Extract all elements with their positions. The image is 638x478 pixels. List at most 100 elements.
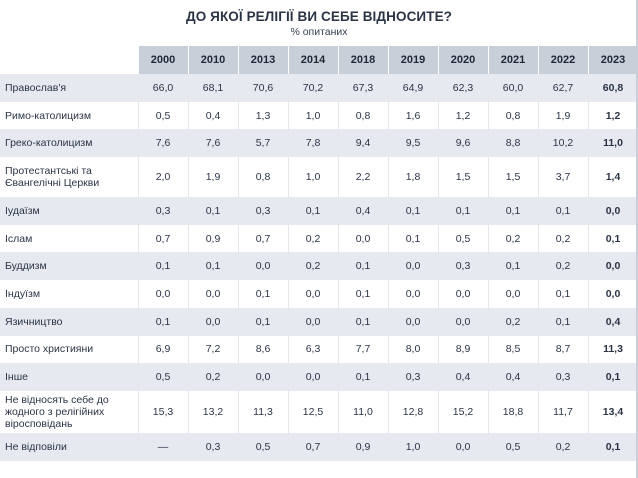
value-cell: 1,3	[238, 101, 289, 130]
value-cell: 9,5	[388, 129, 439, 158]
value-cell: 0,3	[538, 363, 589, 391]
value-cell: 0,3	[188, 432, 239, 461]
row-label: Язичництво	[0, 307, 139, 336]
table-row: Греко-католицизм 7,6 7,6 5,7 7,8 9,4 9,5 9,6 8,8…	[0, 129, 638, 158]
value-cell: 0,5	[138, 101, 189, 130]
year-header: 2010	[188, 46, 239, 74]
value-cell: 7,6	[138, 129, 189, 158]
value-cell: 1,4	[588, 157, 638, 198]
value-cell: 0,3	[438, 252, 489, 281]
value-cell: 64,9	[388, 74, 439, 102]
row-label: Протестантські та Євангелічні Церкви	[0, 157, 139, 198]
row-label: Інше	[0, 363, 139, 391]
row-label: Просто християни	[0, 335, 139, 364]
value-cell: 0,8	[238, 157, 289, 198]
value-cell: 0,8	[488, 101, 539, 130]
religion-survey-table: 2000 2010 2013 2014 2018 2019 2020 2021 2022 2023…	[0, 46, 638, 461]
value-cell: 0,3	[388, 363, 439, 391]
value-cell: 1,0	[288, 157, 339, 198]
value-cell: 8,8	[488, 129, 539, 158]
table-row: Іудаїзм 0,3 0,1 0,3 0,1 0,4 0,1 0,1 0,1 0,1 0,0	[0, 197, 638, 225]
value-cell: 11,3	[238, 390, 289, 433]
value-cell: 0,9	[188, 224, 239, 253]
value-cell: 0,0	[288, 363, 339, 391]
value-cell: 0,1	[588, 432, 638, 461]
value-cell: 0,0	[288, 280, 339, 308]
table-row: Протестантські та Євангелічні Церкви 2,0 1…	[0, 157, 638, 198]
value-cell: 0,0	[188, 280, 239, 308]
value-cell: 0,3	[238, 197, 289, 225]
value-cell: 0,1	[338, 363, 389, 391]
value-cell: 0,7	[138, 224, 189, 253]
value-cell: 0,1	[238, 307, 289, 336]
row-label: Іслам	[0, 224, 139, 253]
value-cell: 0,2	[288, 224, 339, 253]
value-cell: 0,1	[588, 363, 638, 391]
row-label: Не відповіли	[0, 432, 139, 461]
table-row: Православ'я 66,0 68,1 70,6 70,2 67,3 64,9 62,3 6…	[0, 74, 638, 102]
value-cell: 7,8	[288, 129, 339, 158]
row-label: Іудаїзм	[0, 197, 139, 225]
value-cell: 7,2	[188, 335, 239, 364]
table-body: Православ'я 66,0 68,1 70,6 70,2 67,3 64,9 62,3 6…	[0, 74, 638, 461]
table-row: Римо-католицизм 0,5 0,4 1,3 1,0 0,8 1,6 1,2 0,8 1…	[0, 101, 638, 130]
year-header: 2020	[438, 46, 489, 74]
value-cell: 0,0	[438, 280, 489, 308]
header-corner	[0, 46, 139, 74]
value-cell: 2,2	[338, 157, 389, 198]
value-cell: 0,4	[588, 307, 638, 336]
value-cell: 0,0	[388, 307, 439, 336]
value-cell: 0,7	[238, 224, 289, 253]
value-cell: 0,1	[488, 197, 539, 225]
value-cell: 0,1	[438, 197, 489, 225]
value-cell: 1,6	[388, 101, 439, 130]
value-cell: 0,2	[538, 224, 589, 253]
value-cell: 0,1	[238, 280, 289, 308]
value-cell: 1,0	[288, 101, 339, 130]
value-cell: 0,1	[538, 197, 589, 225]
value-cell: 0,0	[188, 307, 239, 336]
value-cell: 0,0	[438, 432, 489, 461]
table-row: Просто християни 6,9 7,2 8,6 6,3 7,7 8,0 8,9 8,5…	[0, 335, 638, 364]
row-label: Буддизм	[0, 252, 139, 281]
value-cell: 0,0	[438, 307, 489, 336]
value-cell: 0,2	[488, 224, 539, 253]
value-cell: 1,0	[388, 432, 439, 461]
value-cell: 0,1	[538, 280, 589, 308]
value-cell: 7,7	[338, 335, 389, 364]
value-cell: 10,2	[538, 129, 589, 158]
table-row: Іслам 0,7 0,9 0,7 0,2 0,0 0,1 0,5 0,2 0,2 0,1	[0, 224, 638, 253]
year-header: 2000	[138, 46, 189, 74]
value-cell: 60,0	[488, 74, 539, 102]
value-cell: 0,0	[288, 307, 339, 336]
value-cell: 0,2	[538, 252, 589, 281]
value-cell: 0,8	[338, 101, 389, 130]
value-cell: 62,7	[538, 74, 589, 102]
row-label: Індуїзм	[0, 280, 139, 308]
table-row: Індуїзм 0,0 0,0 0,1 0,0 0,1 0,0 0,0 0,0 0,1 0,0	[0, 280, 638, 308]
value-cell: 70,6	[238, 74, 289, 102]
value-cell: 8,6	[238, 335, 289, 364]
value-cell: 5,7	[238, 129, 289, 158]
value-cell: 2,0	[138, 157, 189, 198]
page-title: ДО ЯКОЇ РЕЛІГІЇ ВИ СЕБЕ ВІДНОСИТЕ?	[185, 9, 453, 24]
value-cell: 1,9	[538, 101, 589, 130]
value-cell: 0,9	[338, 432, 389, 461]
value-cell: 1,9	[188, 157, 239, 198]
year-header: 2023	[588, 46, 638, 74]
value-cell: 70,2	[288, 74, 339, 102]
right-edge-divider	[636, 0, 638, 478]
value-cell: 0,5	[488, 432, 539, 461]
table-row: Язичництво 0,1 0,0 0,1 0,0 0,1 0,0 0,0 0,2 0,1 0,4	[0, 307, 638, 336]
value-cell: 13,2	[188, 390, 239, 433]
value-cell: 8,7	[538, 335, 589, 364]
value-cell: 8,0	[388, 335, 439, 364]
value-cell: 0,1	[588, 224, 638, 253]
page-subtitle: % опитаних	[290, 26, 348, 38]
value-cell: 11,7	[538, 390, 589, 433]
value-cell: 0,0	[588, 252, 638, 281]
value-cell: 7,6	[188, 129, 239, 158]
table-row: Не відповіли —0,3 0,5 0,7 0,9 1,0 0,0 0,5 0,2 0,1	[0, 432, 638, 461]
value-cell: 0,0	[138, 280, 189, 308]
table-row: Не відносять себе до жодного з релігійни…	[0, 390, 638, 433]
